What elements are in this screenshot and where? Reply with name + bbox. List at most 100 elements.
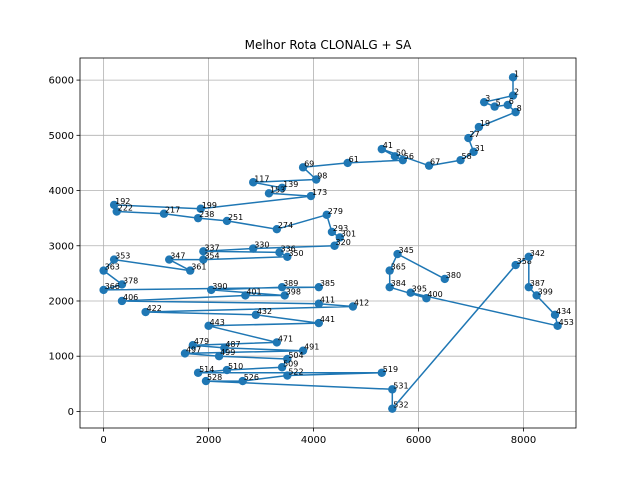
city-label: 301 (341, 229, 356, 238)
city-label: 361 (191, 263, 206, 272)
city-label: 411 (320, 296, 335, 305)
city-point (314, 282, 324, 292)
city-label: 510 (228, 362, 243, 371)
city-point (388, 404, 397, 413)
city-label: 5 (496, 99, 501, 108)
city-point (456, 155, 465, 165)
city-label: 363 (105, 263, 120, 272)
city-point (440, 274, 449, 284)
city-label: 6 (509, 97, 514, 106)
city-label: 27 (469, 130, 479, 139)
city-point (283, 354, 292, 364)
city-point (385, 266, 394, 275)
city-label: 342 (530, 249, 545, 258)
y-tick-label: 0 (68, 407, 74, 418)
city-label: 522 (288, 368, 303, 377)
city-label: 390 (212, 282, 227, 291)
city-label: 217 (165, 206, 180, 215)
city-point (298, 346, 308, 355)
x-tick-label: 6000 (406, 435, 431, 446)
city-label: 384 (391, 279, 406, 288)
city-label: 350 (288, 249, 303, 258)
city-point (117, 280, 127, 289)
city-label: 2 (514, 88, 519, 97)
city-label: 3 (485, 94, 490, 103)
city-point (180, 349, 190, 358)
city-point (109, 255, 119, 264)
city-point (275, 248, 284, 257)
city-point (277, 282, 287, 292)
city-label: 347 (170, 252, 185, 261)
city-point (524, 252, 533, 262)
city-point (393, 249, 402, 259)
city-point (272, 338, 282, 347)
city-label: 56 (404, 152, 414, 161)
city-point (377, 368, 386, 377)
city-point (249, 244, 258, 253)
city-label: 412 (354, 299, 369, 308)
city-point (201, 376, 211, 386)
city-label: 406 (123, 293, 138, 302)
city-label: 353 (115, 252, 130, 261)
city-label: 58 (462, 152, 472, 161)
city-label: 69 (304, 159, 314, 168)
city-point (141, 307, 150, 317)
city-label: 19 (480, 119, 490, 128)
city-label: 354 (204, 252, 219, 261)
city-point (388, 385, 397, 394)
y-tick-label: 1000 (49, 352, 74, 363)
city-point (165, 255, 174, 264)
y-tick-label: 5000 (49, 131, 74, 142)
plot-area-frame (79, 57, 577, 429)
city-point (479, 97, 489, 107)
city-label: 509 (283, 359, 298, 368)
city-label: 387 (530, 279, 545, 288)
city-point (99, 285, 108, 295)
city-point (272, 224, 282, 234)
city-label: 31 (475, 144, 485, 153)
city-label: 139 (283, 180, 298, 189)
city-label: 514 (199, 365, 214, 374)
city-point (330, 241, 339, 250)
city-point (377, 144, 386, 154)
city-label: 497 (186, 345, 201, 354)
city-point (306, 191, 316, 201)
city-label: 432 (257, 307, 272, 316)
city-label: 398 (286, 287, 301, 296)
city-label: 173 (312, 188, 327, 197)
city-label: 336 (280, 244, 295, 253)
city-label: 153 (270, 185, 285, 194)
city-point (424, 161, 434, 170)
city-point (196, 204, 205, 213)
city-label: 528 (207, 373, 222, 382)
city-label: 499 (220, 348, 235, 357)
city-point (159, 209, 169, 218)
city-point (348, 302, 358, 311)
city-label: 441 (320, 315, 335, 324)
city-point (298, 163, 308, 172)
city-label: 199 (202, 201, 217, 210)
city-point (264, 189, 274, 198)
city-label: 61 (349, 155, 359, 164)
city-label: 337 (204, 243, 219, 252)
city-label: 380 (446, 271, 461, 280)
city-label: 117 (254, 174, 269, 183)
city-point (553, 321, 562, 331)
city-point (188, 340, 198, 350)
city-label: 453 (559, 318, 574, 327)
city-point (390, 152, 400, 161)
city-label: 279 (328, 207, 343, 216)
city-label: 504 (288, 351, 303, 360)
y-tick-label: 2000 (49, 296, 74, 307)
city-point (469, 147, 478, 157)
y-tick-label: 6000 (49, 76, 74, 87)
city-point (550, 310, 560, 319)
x-tick-label: 2000 (196, 435, 221, 446)
x-tick-label: 8000 (511, 435, 536, 446)
city-point (193, 213, 203, 223)
city-point (335, 233, 345, 242)
y-tick-label: 3000 (49, 241, 74, 252)
city-label: 358 (517, 257, 532, 266)
city-label: 41 (383, 141, 393, 150)
city-point (314, 299, 324, 308)
